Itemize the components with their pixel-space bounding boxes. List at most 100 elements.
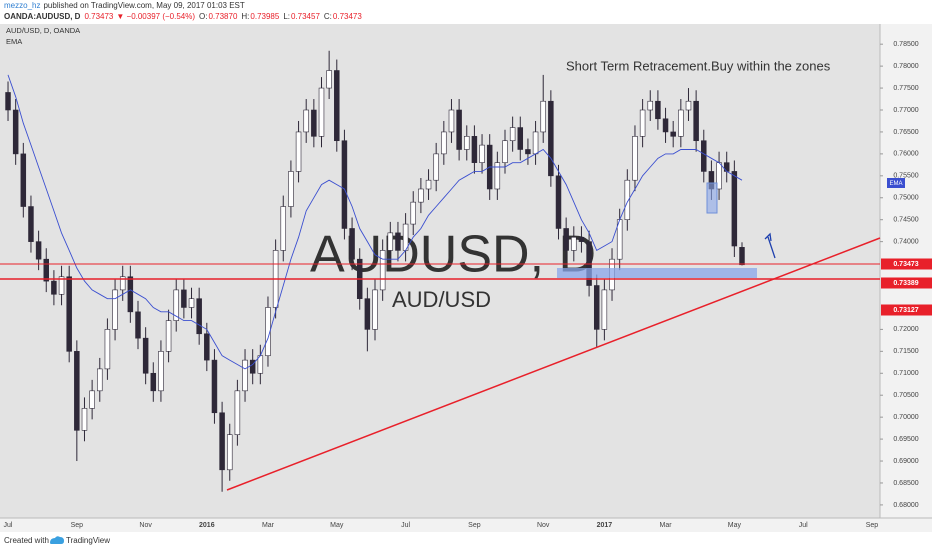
x-tick-label: Jul — [401, 522, 410, 529]
trend-line[interactable] — [226, 237, 881, 491]
candle-body — [548, 100, 554, 177]
candle-body — [685, 100, 692, 111]
y-tick-label: 0.71500 — [893, 348, 918, 355]
candle-body — [395, 232, 401, 251]
buy-zone[interactable] — [557, 268, 757, 278]
candle-body — [165, 320, 172, 352]
y-tick-label: 0.78000 — [893, 63, 918, 70]
ema-line — [7, 74, 743, 370]
quote-key: L: — [283, 12, 290, 21]
candle-body — [448, 109, 455, 133]
candle-body — [173, 289, 179, 321]
chart-title: AUD/USD, D, OANDA — [6, 26, 80, 35]
author[interactable]: mezzo_hz — [4, 1, 40, 10]
candle-body — [318, 87, 325, 137]
x-tick-label: May — [728, 522, 742, 529]
candle-body — [593, 285, 600, 330]
candle-body — [418, 188, 424, 203]
y-tick-label: 0.74000 — [893, 238, 918, 245]
published: published on TradingView.com, May 09, 20… — [43, 1, 244, 10]
candle-body — [142, 337, 149, 374]
candle-body — [242, 359, 248, 392]
candle-body — [410, 201, 416, 225]
arrow[interactable] — [767, 236, 776, 259]
axis-layer: 0.78500 0.78000 0.77500 0.77000 0.76500 0.760… — [4, 41, 932, 529]
candle-body — [158, 351, 164, 392]
y-tick-label: 0.68000 — [893, 502, 918, 509]
candle-body — [234, 390, 241, 436]
candle-body — [632, 136, 638, 181]
quote-value: 0.73457 — [291, 12, 320, 21]
candle-body — [12, 109, 19, 155]
candle-body — [739, 247, 745, 266]
time-axis-bg — [0, 518, 932, 532]
candle-body — [678, 109, 684, 137]
candle-body — [456, 109, 462, 150]
y-tick-label: 0.76500 — [893, 129, 918, 136]
candle-body — [402, 223, 409, 251]
brand[interactable]: TradingView — [66, 536, 110, 545]
candle-body — [295, 131, 302, 172]
candle-body — [127, 276, 134, 313]
candle-body — [5, 92, 11, 111]
candle-body — [624, 179, 631, 220]
x-tick-label: 2017 — [597, 522, 613, 529]
x-tick-label: Nov — [139, 522, 152, 529]
candle-body — [647, 100, 654, 111]
tag-box — [887, 178, 905, 188]
candle-body — [311, 109, 317, 137]
candle-body — [81, 408, 88, 431]
x-tick-label: Sep — [866, 522, 879, 529]
candle-body — [693, 100, 699, 142]
quote-value: 0.73985 — [250, 12, 279, 21]
candle-body — [249, 359, 256, 374]
y-tick-label: 0.75500 — [893, 173, 918, 180]
y-tick-label: 0.75000 — [893, 195, 918, 202]
candle-body — [257, 355, 264, 374]
annotation[interactable]: Short Term Retracement.Buy within the zo… — [566, 58, 831, 73]
candle-body — [334, 70, 340, 142]
y-tick-label: 0.71000 — [893, 370, 918, 377]
candle-body — [494, 162, 501, 190]
price-tag — [881, 304, 932, 316]
x-tick-label: Mar — [660, 522, 673, 529]
candle-body — [35, 241, 42, 260]
candle-body — [509, 127, 516, 142]
candle-body — [66, 276, 72, 352]
candle-body — [464, 136, 470, 150]
change: ▼ −0.00397 (−0.54%) — [116, 12, 195, 21]
y-tick-label: 0.77500 — [893, 85, 918, 92]
y-tick-label: 0.78500 — [893, 41, 918, 48]
candle-body — [119, 276, 126, 291]
tag-label: EMA — [889, 181, 902, 187]
candle-body — [578, 236, 585, 242]
indicator-label: EMA — [6, 37, 22, 46]
candle-body — [517, 127, 524, 150]
candle-body — [655, 100, 661, 120]
y-tick-label: 0.77000 — [893, 107, 918, 114]
candle-body — [74, 351, 80, 431]
candle-body — [150, 372, 157, 392]
quote-key: O: — [199, 12, 207, 21]
candle-body — [563, 228, 569, 251]
logo[interactable] — [50, 536, 64, 544]
candle-body — [196, 298, 202, 335]
candle-body — [204, 333, 210, 361]
candle-body — [97, 368, 103, 392]
zone[interactable] — [706, 182, 718, 214]
candle-body — [303, 109, 309, 133]
candle-body — [20, 153, 27, 207]
x-tick-label: 2016 — [199, 522, 215, 529]
last-price: 0.73473 — [84, 12, 113, 21]
candle-body — [479, 144, 485, 163]
candle-body — [601, 289, 608, 330]
symbol: OANDA:AUDUSD, D — [4, 12, 81, 21]
price-tag — [881, 258, 932, 270]
candle-body — [58, 276, 65, 295]
y-tick-label: 0.69000 — [893, 458, 918, 465]
y-tick-label: 0.74500 — [893, 217, 918, 224]
candle-body — [364, 298, 371, 330]
candle-body — [341, 140, 348, 229]
candle-body — [433, 153, 439, 181]
